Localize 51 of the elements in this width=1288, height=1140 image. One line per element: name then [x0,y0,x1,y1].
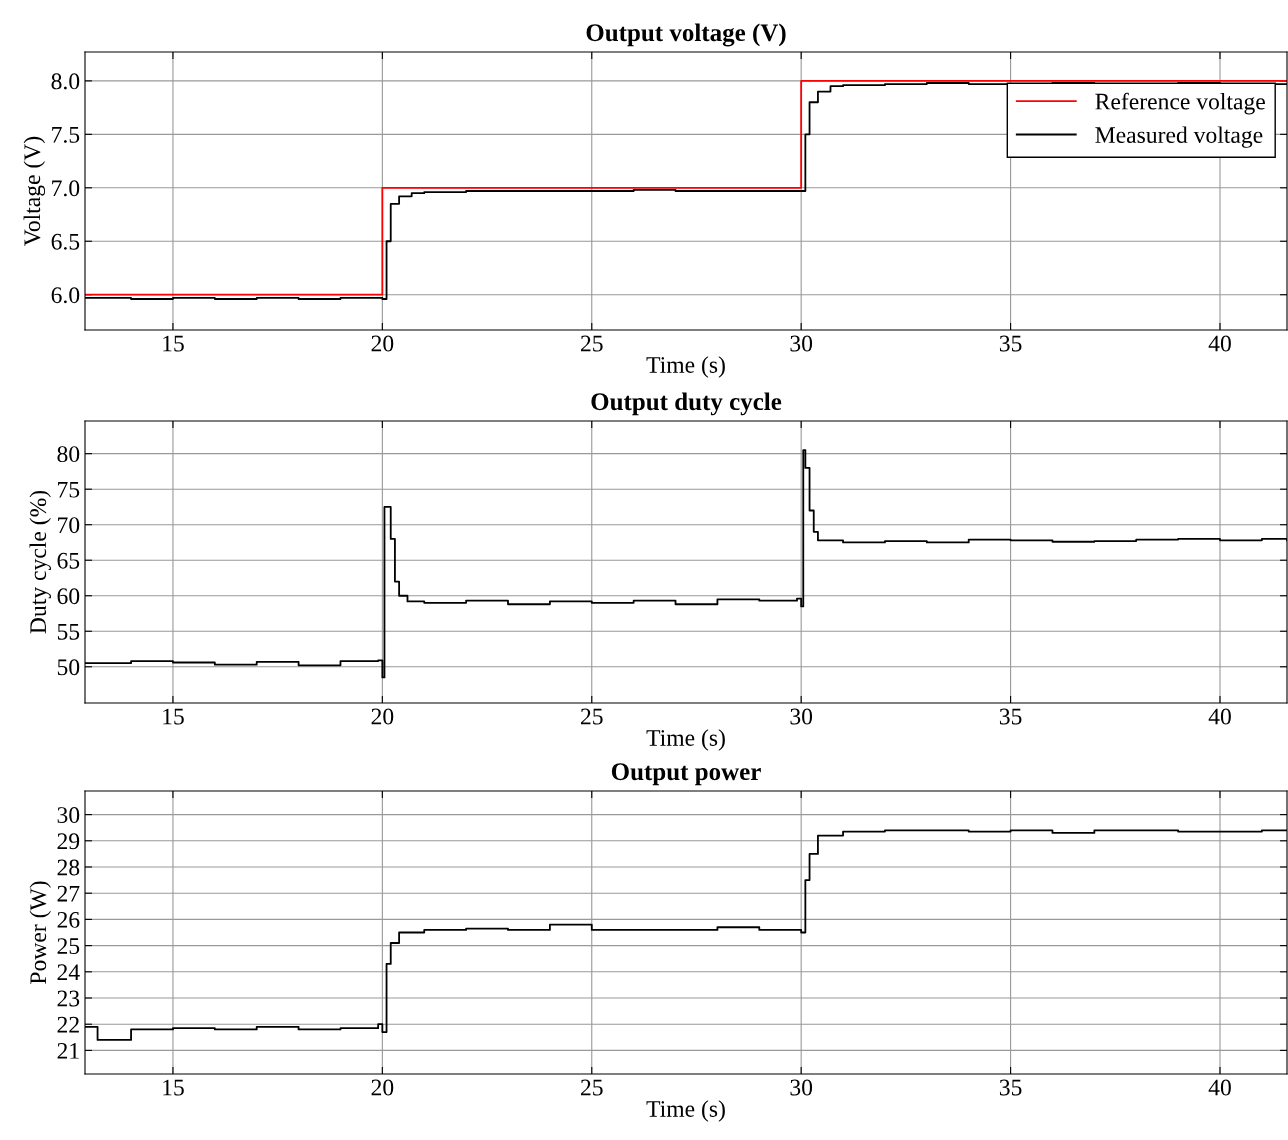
x-tick-label: 40 [1208,708,1231,725]
y-axis-title: Voltage (V) [23,136,46,246]
y-tick-label: 6.5 [51,233,80,250]
y-tick-label: 60 [57,588,80,605]
chart-title: Output voltage (V) [586,23,786,47]
x-axis-title: Time (s) [646,729,725,751]
chart-title: Output duty cycle [591,392,782,416]
x-tick-label: 20 [371,335,394,352]
y-tick-label: 28 [57,859,80,876]
x-tick-label: 35 [999,1079,1022,1096]
legend-label: Reference voltage [1095,92,1265,115]
x-tick-label: 25 [581,708,603,725]
x-axis-title: Time (s) [646,1100,725,1122]
y-tick-label: 70 [58,517,80,534]
x-tick-label: 20 [371,708,394,725]
y-tick-label: 8.0 [51,73,80,90]
y-tick-label: 27 [57,885,80,902]
y-tick-label: 29 [57,833,80,850]
x-tick-label: 15 [163,335,184,352]
x-tick-label: 25 [581,335,603,352]
y-tick-label: 6.0 [51,287,80,304]
y-tick-label: 24 [57,964,80,980]
y-tick-label: 30 [57,807,80,824]
chart-title: Output power [611,763,761,786]
x-tick-label: 15 [163,1079,184,1096]
x-tick-label: 30 [790,335,813,352]
x-tick-label: 30 [790,1079,813,1096]
y-tick-label: 55 [57,623,80,640]
x-tick-label: 35 [999,335,1022,352]
x-tick-label: 40 [1208,1079,1231,1096]
x-tick-label: 35 [999,708,1022,725]
y-tick-label: 50 [57,659,80,676]
y-tick-label: 7.5 [52,127,80,143]
y-axis-title: Duty cycle (%) [29,490,51,634]
legend-label: Measured voltage [1095,126,1263,148]
y-tick-label: 21 [57,1042,79,1059]
x-axis-title: Time (s) [646,356,725,378]
y-tick-label: 65 [57,552,80,569]
y-tick-label: 75 [58,481,80,498]
x-tick-label: 30 [790,708,813,725]
x-tick-label: 25 [581,1079,603,1096]
y-tick-label: 25 [57,938,80,955]
y-axis-title: Power (W) [29,881,51,984]
y-tick-label: 26 [57,911,80,928]
x-tick-label: 20 [371,1079,394,1096]
y-tick-label: 23 [57,990,80,1007]
y-tick-label: 7.0 [52,180,80,197]
y-tick-label: 22 [57,1016,79,1033]
x-tick-label: 15 [163,708,184,725]
y-tick-label: 80 [57,446,80,463]
x-tick-label: 40 [1208,335,1231,352]
